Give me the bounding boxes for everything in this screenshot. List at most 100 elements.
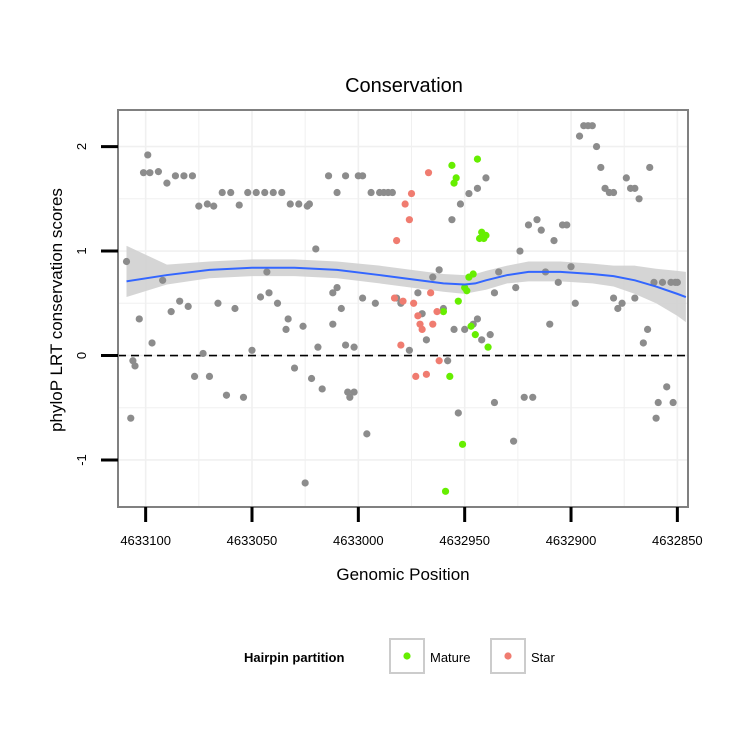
- point-other: [454, 409, 462, 417]
- point-other: [465, 189, 473, 198]
- point-other: [341, 172, 350, 180]
- point-other: [337, 304, 345, 313]
- point-other: [444, 357, 452, 365]
- point-mature: [482, 231, 490, 239]
- point-other: [167, 308, 175, 316]
- legend-label-mature: Mature: [430, 650, 470, 665]
- point-other: [199, 349, 207, 358]
- point-mature: [454, 297, 462, 305]
- point-other: [450, 325, 458, 333]
- point-other: [176, 297, 184, 305]
- point-other: [235, 201, 243, 209]
- point-other: [188, 172, 197, 180]
- point-other: [144, 151, 152, 159]
- point-mature: [446, 372, 454, 381]
- legend: Hairpin partition Mature Star: [244, 638, 556, 674]
- point-other: [344, 388, 352, 396]
- x-tick-label: 4632850: [652, 533, 703, 548]
- legend-swatch-star: [504, 652, 512, 660]
- point-other: [614, 304, 622, 313]
- point-other: [159, 276, 167, 284]
- point-other: [256, 293, 265, 301]
- legend-title: Hairpin partition: [244, 650, 344, 665]
- point-other: [650, 278, 658, 286]
- point-other: [295, 200, 303, 208]
- point-other: [673, 278, 681, 286]
- point-other: [537, 226, 545, 234]
- point-other: [609, 294, 618, 302]
- point-other: [299, 322, 307, 330]
- point-other: [205, 372, 214, 381]
- point-other: [448, 216, 456, 224]
- y-tick-label: 2: [74, 143, 89, 150]
- point-other: [512, 284, 520, 292]
- point-other: [533, 216, 541, 224]
- point-star: [399, 297, 407, 305]
- point-other: [550, 236, 558, 245]
- point-other: [305, 200, 314, 208]
- point-other: [290, 364, 299, 372]
- point-star: [435, 357, 443, 365]
- point-mature: [452, 174, 460, 182]
- point-other: [214, 299, 222, 307]
- point-other: [231, 304, 239, 313]
- point-other: [284, 315, 292, 323]
- point-star: [390, 294, 399, 302]
- point-mature: [471, 331, 479, 339]
- point-mature: [467, 322, 475, 330]
- point-other: [429, 273, 437, 281]
- point-mature: [469, 270, 477, 278]
- point-other: [622, 174, 630, 182]
- point-other: [646, 163, 654, 172]
- point-star: [393, 236, 401, 245]
- point-other: [324, 172, 333, 180]
- point-other: [643, 325, 652, 333]
- point-other: [318, 385, 326, 393]
- x-axis: 4633100 4633050 4633000 4632950 4632900 46328…: [120, 507, 703, 548]
- point-other: [195, 202, 203, 210]
- point-other: [495, 268, 503, 276]
- point-other: [210, 202, 218, 210]
- point-other: [363, 430, 371, 438]
- point-other: [222, 391, 231, 399]
- point-other: [227, 188, 235, 197]
- point-other: [184, 302, 192, 311]
- point-other: [516, 247, 524, 255]
- point-other: [301, 479, 309, 487]
- point-other: [307, 374, 316, 383]
- point-other: [490, 398, 499, 407]
- plot-border: [117, 109, 689, 508]
- point-other: [278, 188, 286, 197]
- point-other: [482, 174, 490, 182]
- point-other: [312, 245, 320, 253]
- legend-swatch-mature: [403, 652, 411, 660]
- point-other: [171, 172, 180, 180]
- y-axis: -1 0 1 2: [74, 143, 118, 466]
- point-other: [333, 188, 341, 197]
- point-star: [405, 216, 413, 224]
- point-other: [571, 299, 579, 307]
- point-star: [416, 320, 424, 328]
- point-other: [405, 346, 413, 354]
- point-other: [473, 184, 482, 192]
- point-other: [282, 325, 290, 333]
- point-star: [427, 289, 435, 297]
- chart-title: Conservation: [345, 75, 463, 97]
- point-other: [358, 294, 367, 302]
- point-other: [563, 221, 571, 229]
- point-star: [414, 312, 422, 320]
- point-other: [329, 289, 337, 297]
- point-other: [239, 393, 248, 401]
- x-tick-label: 4632950: [439, 533, 490, 548]
- smooth-curve: [126, 266, 687, 298]
- point-other: [520, 393, 528, 401]
- point-other: [154, 168, 163, 176]
- point-other: [265, 289, 273, 297]
- point-other: [414, 289, 422, 297]
- point-mature: [473, 155, 482, 163]
- point-other: [669, 398, 677, 407]
- point-other: [588, 122, 596, 130]
- point-mature: [439, 308, 448, 316]
- point-other: [654, 398, 662, 407]
